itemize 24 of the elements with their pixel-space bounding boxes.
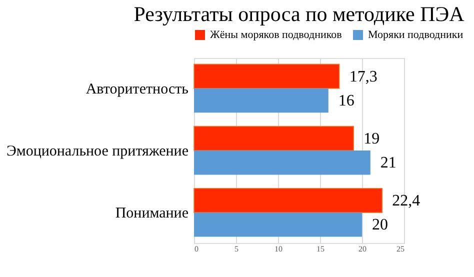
bar xyxy=(194,64,340,89)
data-label: 22,4 xyxy=(392,192,420,210)
legend-label: Жёны моряков подводников xyxy=(210,29,342,41)
data-label: 19 xyxy=(364,130,380,148)
x-tick-label: 25 xyxy=(396,244,404,254)
y-tick-label: Понимание xyxy=(115,206,189,222)
data-label: 20 xyxy=(372,216,388,234)
legend-label: Моряки подводники xyxy=(368,29,464,41)
data-label: 16 xyxy=(338,92,354,110)
bar xyxy=(194,150,370,175)
bar xyxy=(194,126,354,151)
x-tick-label: 10 xyxy=(274,244,282,254)
data-label: 21 xyxy=(380,154,396,172)
data-label: 17,3 xyxy=(349,68,378,86)
bar xyxy=(194,212,362,237)
bar xyxy=(194,188,383,213)
x-tick-label: 0 xyxy=(194,244,198,254)
chart-title: Результаты опроса по методике ПЭА xyxy=(134,2,466,26)
x-tick-label: 20 xyxy=(358,244,366,254)
y-tick-label: Эмоциональное притяжение xyxy=(6,144,189,160)
y-tick-label: Авторитетность xyxy=(86,81,189,98)
x-tick-label: 15 xyxy=(316,244,324,254)
x-tick-label: 5 xyxy=(234,244,238,254)
bar xyxy=(194,88,328,113)
